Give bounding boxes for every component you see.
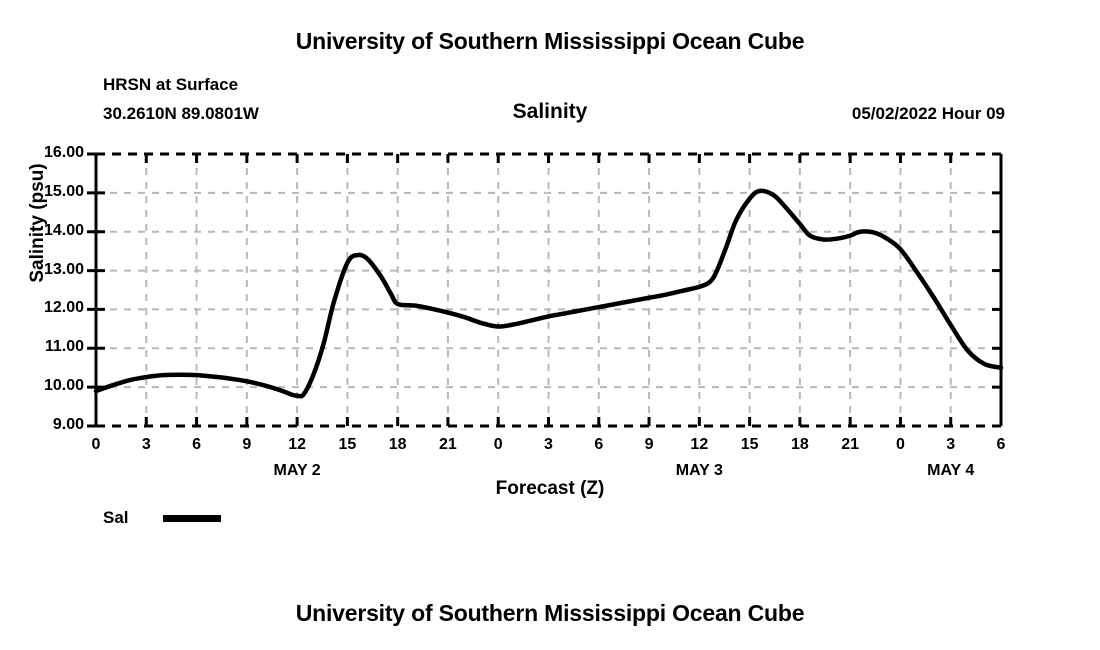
x-tick-label: 6: [594, 436, 604, 453]
x-tick-label: 6: [192, 436, 201, 453]
x-tick-label: 21: [841, 436, 860, 453]
day-label: MAY 3: [675, 462, 723, 479]
y-tick-label: 11.00: [44, 338, 84, 356]
page-footer: University of Southern Mississippi Ocean…: [295, 600, 805, 626]
x-tick-label: 3: [544, 436, 553, 453]
y-tick-label: 13.00: [43, 260, 84, 278]
station-label: HRSN at Surface: [103, 75, 239, 94]
y-tick-label: 9.00: [52, 416, 84, 433]
y-tick-label: 14.00: [43, 221, 84, 239]
y-tick-label: 12.00: [43, 299, 84, 317]
y-tick-label: 15.00: [43, 182, 84, 200]
x-tick-label: 0: [493, 436, 503, 453]
x-tick-label: 18: [790, 436, 809, 453]
x-tick-label: 9: [242, 436, 252, 453]
page-title: University of Southern Mississippi Ocean…: [295, 28, 805, 54]
x-tick-label: 15: [740, 436, 759, 453]
x-tick-label: 18: [388, 436, 407, 453]
variable-title: Salinity: [512, 100, 588, 123]
vertical-gridlines: [145, 154, 952, 426]
x-tick-label: 3: [141, 436, 151, 453]
x-tick-label: 0: [91, 436, 101, 453]
day-label: MAY 2: [273, 462, 321, 479]
legend-label-sal: Sal: [103, 508, 129, 527]
run-time-label: 05/02/2022 Hour 09: [851, 104, 1005, 123]
y-tick-label: 16.00: [43, 144, 84, 161]
y-tick-label: 10.00: [43, 377, 84, 395]
day-label: MAY 4: [927, 462, 975, 479]
series-lines: [93, 188, 1004, 399]
x-tick-label: 3: [946, 436, 956, 453]
legend: Sal: [103, 508, 221, 528]
x-tick-label: 15: [338, 436, 357, 453]
plot-axes: [94, 152, 1003, 428]
x-tick-label: 12: [288, 436, 306, 453]
x-tick-label: 12: [690, 436, 709, 453]
coordinates-label: 30.2610N 89.0801W: [103, 104, 259, 123]
x-tick-label: 21: [439, 436, 457, 453]
x-tick-label: 6: [996, 436, 1006, 453]
x-tick-label: 0: [895, 436, 905, 453]
x-axis-title: Forecast (Z): [495, 478, 605, 499]
legend-swatch-sal: [163, 514, 221, 522]
horizontal-gridlines: [96, 191, 1001, 389]
axis-ticks: [87, 152, 1003, 428]
x-tick-label: 9: [644, 436, 654, 453]
